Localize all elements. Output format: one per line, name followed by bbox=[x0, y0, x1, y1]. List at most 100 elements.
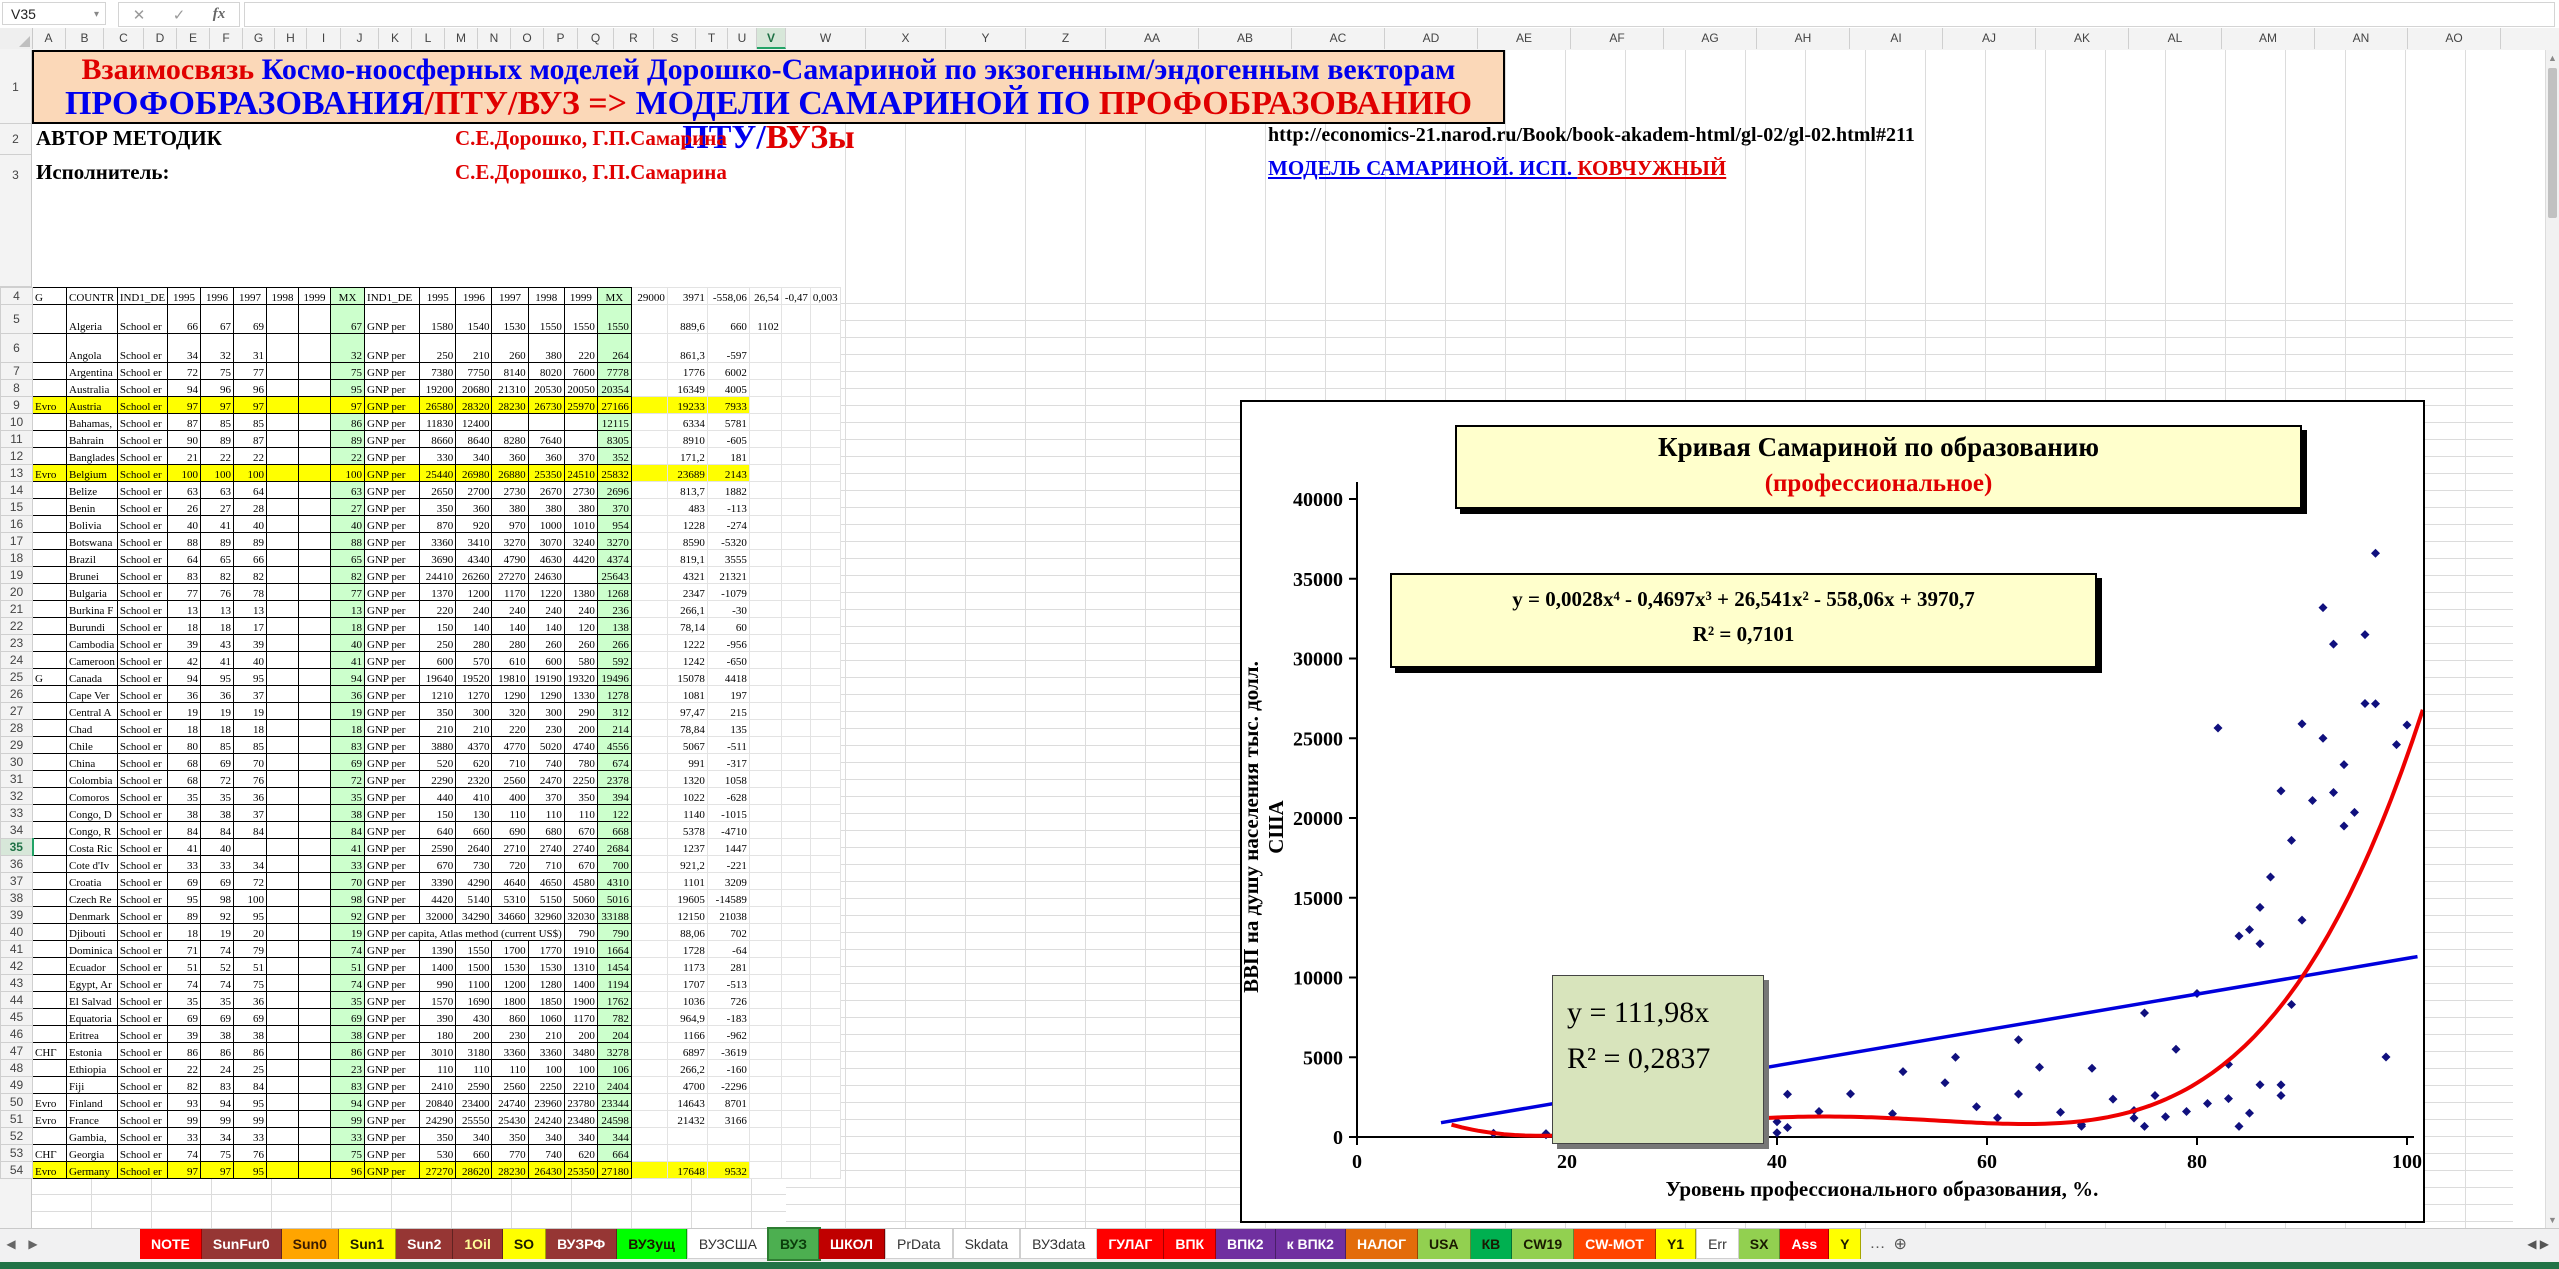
header-cell[interactable]: MX bbox=[330, 287, 366, 305]
cell-calc-r[interactable]: 1173 bbox=[666, 957, 708, 975]
cell-gnp[interactable]: 28620 bbox=[455, 1161, 493, 1179]
cell-calc-t[interactable] bbox=[748, 668, 782, 686]
cell-gnp[interactable]: 2700 bbox=[455, 481, 493, 499]
cell-indicator[interactable]: School er bbox=[116, 668, 169, 686]
cell-calc-s[interactable]: -513 bbox=[706, 974, 750, 992]
cell[interactable] bbox=[298, 906, 332, 924]
cell-gnp[interactable]: 2560 bbox=[491, 1076, 529, 1094]
sheet-tab-ВУЗ[interactable]: ВУЗ bbox=[766, 1227, 822, 1261]
cell-school[interactable]: 80 bbox=[167, 736, 202, 754]
cell-country[interactable]: Croatia bbox=[66, 872, 118, 890]
cell-gnp[interactable]: 200 bbox=[455, 1025, 493, 1043]
cell-calc-r[interactable] bbox=[666, 1144, 708, 1162]
cell-school[interactable]: 97 bbox=[233, 396, 268, 414]
cell-gnp[interactable]: 300 bbox=[455, 702, 493, 720]
cell[interactable] bbox=[809, 1093, 841, 1111]
cell[interactable] bbox=[780, 396, 811, 414]
cell-gnp[interactable]: 4640 bbox=[491, 872, 529, 890]
cell[interactable] bbox=[809, 1042, 841, 1060]
cell-indicator[interactable]: School er bbox=[116, 685, 169, 703]
cell-school[interactable]: 19 bbox=[200, 702, 235, 720]
cell-indicator[interactable]: GNP per bbox=[364, 736, 421, 754]
cell[interactable] bbox=[809, 464, 841, 482]
cell-gnp[interactable]: 340 bbox=[527, 1127, 565, 1145]
cell[interactable] bbox=[809, 770, 841, 788]
cell[interactable] bbox=[266, 974, 300, 992]
cell-gnp[interactable]: 1390 bbox=[419, 940, 457, 958]
cell[interactable] bbox=[630, 1144, 668, 1162]
cell-indicator[interactable]: GNP per bbox=[364, 770, 421, 788]
cell[interactable] bbox=[809, 906, 841, 924]
cell-gnp[interactable]: 1170 bbox=[563, 1008, 598, 1026]
cell-indicator[interactable]: GNP per bbox=[364, 838, 421, 856]
cell[interactable] bbox=[780, 1110, 811, 1128]
cell[interactable] bbox=[266, 1025, 300, 1043]
cell[interactable] bbox=[298, 753, 332, 771]
cell-country[interactable]: Comoros bbox=[66, 787, 118, 805]
cell-indicator[interactable]: GNP per bbox=[364, 940, 421, 958]
cell-calc-t[interactable] bbox=[748, 1042, 782, 1060]
row-header-49[interactable]: 49 bbox=[0, 1076, 33, 1094]
cell-school-mx[interactable]: 63 bbox=[330, 481, 366, 499]
cell[interactable] bbox=[298, 1110, 332, 1128]
cell-gnp[interactable]: 1220 bbox=[527, 583, 565, 601]
cell[interactable] bbox=[780, 991, 811, 1009]
cell-gnp-mx[interactable]: 214 bbox=[596, 719, 632, 737]
cell[interactable] bbox=[266, 770, 300, 788]
cell-calc-t[interactable] bbox=[748, 617, 782, 635]
cell-gnp-mx[interactable]: 2378 bbox=[596, 770, 632, 788]
cell-gnp[interactable]: 2670 bbox=[527, 481, 565, 499]
cell[interactable] bbox=[266, 1042, 300, 1060]
cell-school[interactable]: 13 bbox=[233, 600, 268, 618]
cell-calc-t[interactable] bbox=[748, 906, 782, 924]
cell-indicator[interactable]: GNP per bbox=[364, 685, 421, 703]
cell-gnp[interactable]: 26880 bbox=[491, 464, 529, 482]
cell-region[interactable] bbox=[32, 447, 67, 465]
cell-indicator[interactable]: GNP per bbox=[364, 753, 421, 771]
cell-school-mx[interactable]: 86 bbox=[330, 413, 366, 431]
cell-school[interactable]: 63 bbox=[167, 481, 202, 499]
cell-gnp[interactable]: 690 bbox=[491, 821, 529, 839]
sheet-tab-к ВПК2[interactable]: к ВПК2 bbox=[1275, 1229, 1346, 1259]
cell-gnp[interactable]: 410 bbox=[455, 787, 493, 805]
cell-gnp[interactable]: 20840 bbox=[419, 1093, 457, 1111]
cell-indicator[interactable]: School er bbox=[116, 1127, 169, 1145]
cell-school[interactable]: 18 bbox=[200, 617, 235, 635]
cell-region[interactable] bbox=[32, 430, 67, 448]
cell-gnp[interactable]: 140 bbox=[491, 617, 529, 635]
cell-gnp[interactable]: 1800 bbox=[491, 991, 529, 1009]
cell[interactable] bbox=[780, 804, 811, 822]
row-header-23[interactable]: 23 bbox=[0, 634, 33, 652]
cell-gnp[interactable]: 220 bbox=[563, 333, 598, 363]
cell-gnp[interactable]: 3410 bbox=[455, 532, 493, 550]
cell-gnp[interactable]: 680 bbox=[527, 821, 565, 839]
cell-gnp-mx[interactable]: 138 bbox=[596, 617, 632, 635]
cell-school[interactable]: 31 bbox=[233, 333, 268, 363]
cell[interactable] bbox=[809, 1144, 841, 1162]
cell[interactable] bbox=[266, 362, 300, 380]
cell[interactable] bbox=[809, 1110, 841, 1128]
cell-gnp[interactable]: 1370 bbox=[419, 583, 457, 601]
cell-gnp[interactable]: 240 bbox=[563, 600, 598, 618]
cell-calc-t[interactable] bbox=[748, 1144, 782, 1162]
cell-gnp[interactable]: 2590 bbox=[455, 1076, 493, 1094]
sheet-tab-ГУЛАГ[interactable]: ГУЛАГ bbox=[1097, 1229, 1165, 1259]
cell[interactable] bbox=[266, 1110, 300, 1128]
cell-school-mx[interactable]: 36 bbox=[330, 685, 366, 703]
cell[interactable] bbox=[780, 362, 811, 380]
cell-gnp-mx[interactable]: 24598 bbox=[596, 1110, 632, 1128]
cell-school[interactable]: 36 bbox=[233, 991, 268, 1009]
cell-school-mx[interactable]: 95 bbox=[330, 379, 366, 397]
cell-calc-r[interactable]: 1022 bbox=[666, 787, 708, 805]
column-header-D[interactable]: D bbox=[144, 28, 177, 49]
cell-gnp[interactable]: 330 bbox=[419, 447, 457, 465]
cell-calc-r[interactable]: 266,1 bbox=[666, 600, 708, 618]
cell-country[interactable]: Botswana bbox=[66, 532, 118, 550]
cell-calc-r[interactable]: 1036 bbox=[666, 991, 708, 1009]
cell[interactable] bbox=[780, 719, 811, 737]
row-header-27[interactable]: 27 bbox=[0, 702, 33, 720]
cell-calc-s[interactable]: 7933 bbox=[706, 396, 750, 414]
cell-region[interactable] bbox=[32, 838, 67, 856]
cell-indicator[interactable]: GNP per bbox=[364, 447, 421, 465]
cell-school[interactable]: 100 bbox=[233, 464, 268, 482]
